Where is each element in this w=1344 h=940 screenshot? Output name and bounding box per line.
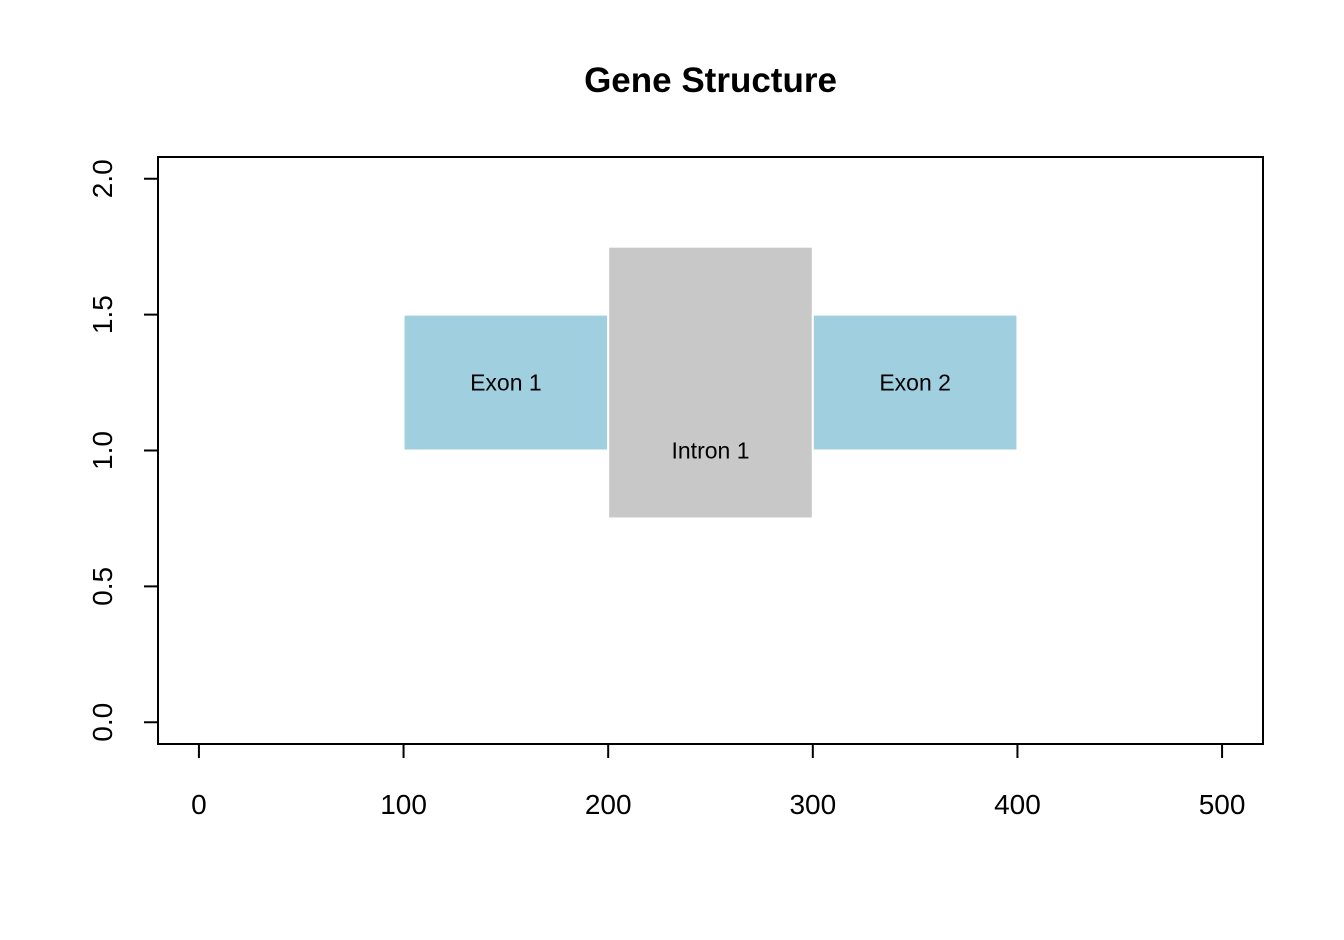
segment-label-exon-1: Exon 1: [470, 370, 542, 396]
y-axis: 0.0 0.5 1.0 1.5 2.0: [87, 159, 159, 742]
y-tick-label: 1.0: [87, 431, 118, 470]
segment-bar-intron-1: [607, 245, 814, 520]
x-tick-label: 200: [585, 789, 632, 820]
x-tick-label: 100: [380, 789, 427, 820]
segment-labels-group: Exon 1 Intron 1 Exon 2: [470, 370, 951, 464]
segments-group: [402, 245, 1019, 520]
x-tick-label: 300: [789, 789, 836, 820]
segment-bar-exon-2: [811, 313, 1019, 452]
chart-title: Gene Structure: [584, 61, 837, 100]
x-tick-label: 400: [994, 789, 1041, 820]
segment-label-intron-1: Intron 1: [672, 438, 750, 464]
x-tick-label: 0: [191, 789, 207, 820]
x-axis: 0 100 200 300 400 500: [191, 743, 1246, 820]
y-tick-label: 2.0: [87, 159, 118, 198]
segment-bar-exon-1: [402, 313, 610, 452]
segment-label-exon-2: Exon 2: [879, 370, 951, 396]
x-tick-label: 500: [1199, 789, 1246, 820]
y-tick-label: 1.5: [87, 295, 118, 334]
y-tick-label: 0.5: [87, 567, 118, 606]
y-tick-label: 0.0: [87, 703, 118, 742]
